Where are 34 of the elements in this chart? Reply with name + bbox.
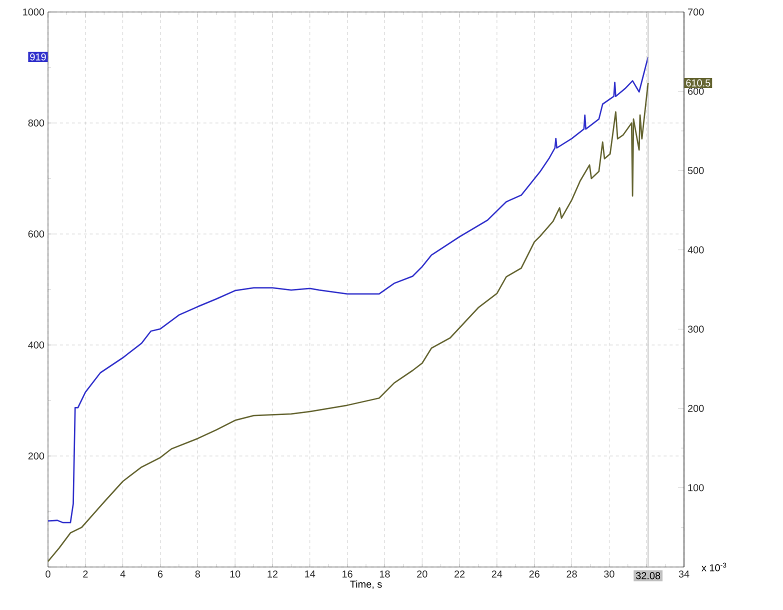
- y-tick-label: 200: [28, 452, 44, 460]
- y-tick-label: 1000: [23, 8, 44, 16]
- x-tick-label: 22: [454, 570, 465, 578]
- y2-tick-label: 100: [688, 484, 704, 492]
- x-tick-label: 6: [158, 570, 163, 578]
- y2-tick-label: 500: [688, 167, 704, 174]
- x-tick-label: 30: [604, 570, 614, 578]
- x-tick-label: 10: [230, 570, 240, 578]
- text: 610.5: [686, 79, 710, 86]
- x-tick-label: 14: [305, 570, 316, 578]
- y2-tick-label: 400: [688, 246, 704, 254]
- text: 919: [30, 53, 46, 60]
- x-tick-label: 16: [342, 570, 352, 578]
- x-tick-label: 26: [529, 570, 540, 578]
- ref-line-label: 32.08: [636, 572, 660, 580]
- y-tick-label: 800: [28, 119, 44, 127]
- x-tick-label: 18: [380, 570, 390, 578]
- x-axis-title: Time, s: [350, 580, 382, 589]
- x-tick-label: 28: [566, 570, 577, 578]
- y-tick-label: 400: [28, 341, 44, 349]
- y2-tick-label: 700: [688, 8, 704, 16]
- x-tick-label: 34: [678, 570, 690, 578]
- x-tick-label: 12: [268, 570, 278, 578]
- y-tick-label: 600: [28, 230, 44, 238]
- x-tick-label: 20: [417, 570, 428, 578]
- x-tick-label: 0: [46, 570, 50, 578]
- x-tick-label: 4: [120, 570, 126, 578]
- x-tick-label: 8: [195, 570, 200, 578]
- y2-tick-label: 600: [688, 88, 704, 95]
- text: x 10$^{-3}$: [702, 562, 726, 572]
- x-tick-label: 24: [492, 570, 502, 578]
- y2-tick-label: 200: [688, 404, 704, 412]
- x-tick-label: 2: [83, 570, 88, 578]
- y2-tick-label: 300: [688, 326, 704, 333]
